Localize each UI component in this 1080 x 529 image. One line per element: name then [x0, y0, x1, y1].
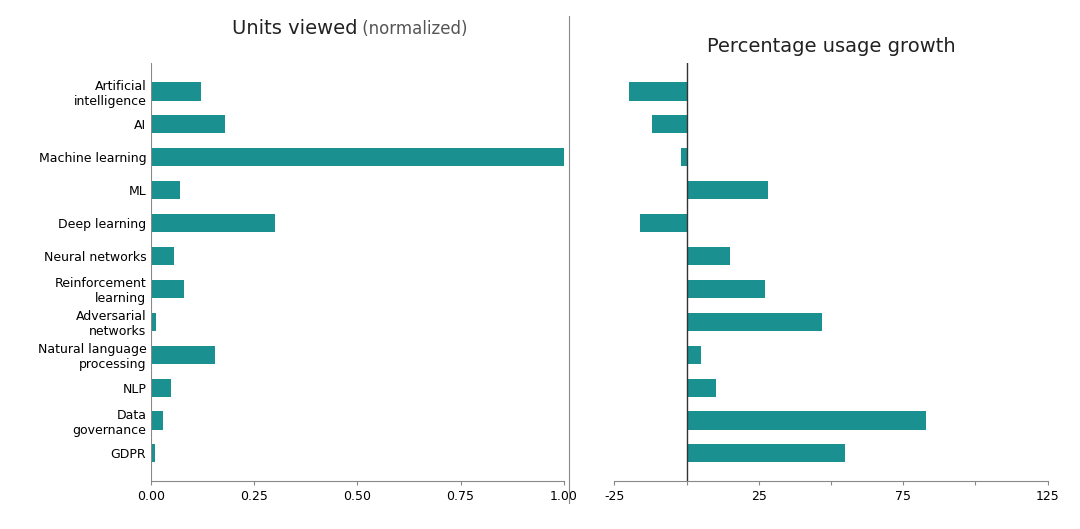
Bar — [151, 181, 180, 199]
Text: Units viewed: Units viewed — [232, 20, 357, 39]
Title: Percentage usage growth: Percentage usage growth — [706, 38, 956, 57]
Bar — [151, 412, 163, 430]
Text: (normalized): (normalized) — [357, 21, 468, 39]
Bar — [687, 379, 716, 397]
Bar — [687, 313, 822, 331]
Bar — [687, 280, 765, 298]
Bar — [151, 313, 157, 331]
Bar — [151, 379, 171, 397]
Bar — [151, 444, 154, 462]
Bar — [151, 345, 215, 364]
Bar — [151, 247, 174, 265]
Bar — [640, 214, 687, 232]
Bar — [151, 148, 564, 166]
Bar — [687, 412, 927, 430]
Bar — [680, 148, 687, 166]
Bar — [151, 115, 226, 133]
Bar — [151, 83, 201, 101]
Bar — [629, 83, 687, 101]
Bar — [151, 214, 275, 232]
Bar — [687, 181, 768, 199]
Bar — [687, 247, 730, 265]
Bar — [151, 280, 185, 298]
Bar — [687, 444, 846, 462]
Bar — [687, 345, 701, 364]
Bar — [652, 115, 687, 133]
